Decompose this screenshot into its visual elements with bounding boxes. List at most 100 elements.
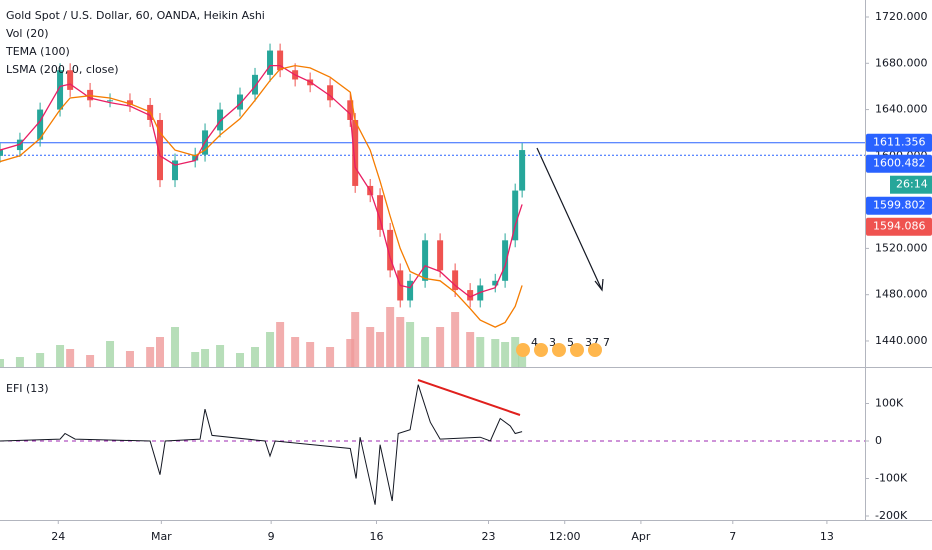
candle-body	[237, 94, 244, 110]
x-tick-label: Apr	[631, 530, 651, 543]
candle-body	[277, 50, 284, 71]
price-tag-label: 1599.802	[873, 199, 926, 212]
efi-line	[0, 384, 523, 505]
volume-bar	[36, 353, 45, 367]
legend-entry: LSMA (200, 0, close)	[6, 63, 119, 76]
candle-body	[492, 280, 499, 286]
y-tick-label: 1440.000	[875, 334, 928, 347]
candle-body	[267, 50, 274, 75]
event-label: 4	[531, 336, 538, 349]
candle-body	[512, 190, 519, 241]
candle-body	[437, 240, 444, 271]
volume-bar	[366, 327, 375, 367]
volume-bar	[376, 332, 385, 367]
x-tick-label: 7	[729, 530, 736, 543]
price-tag-label: 1611.356	[873, 136, 926, 149]
volume-bar	[436, 327, 445, 367]
candle-body	[347, 100, 354, 120]
volume-bar	[106, 341, 115, 367]
event-icon	[588, 343, 602, 357]
volume-bar	[466, 332, 475, 367]
candle-body	[407, 280, 414, 301]
candle-body	[452, 270, 459, 291]
volume-bar	[125, 351, 134, 367]
y-tick-label: 1680.000	[875, 56, 928, 69]
volume-bar	[171, 327, 180, 367]
indicator-line	[0, 64, 523, 298]
volume-bar	[216, 345, 225, 367]
volume-bar	[86, 355, 95, 367]
candle-body	[467, 290, 474, 301]
y-tick-label: 1640.000	[875, 103, 928, 116]
candle-body	[217, 109, 224, 131]
candle-body	[327, 85, 334, 101]
candle-body	[519, 150, 526, 191]
volume-bar	[291, 337, 300, 367]
x-tick-label: 23	[482, 530, 496, 543]
candle-body	[377, 195, 384, 230]
countdown-tag	[890, 175, 932, 194]
price-tag-label: 1594.086	[873, 220, 926, 233]
volume-bar	[306, 342, 315, 367]
volume-bar	[518, 347, 527, 367]
trend-line	[417, 379, 521, 416]
volume-bar	[386, 307, 395, 367]
volume-bar	[66, 349, 75, 367]
volume-bar	[501, 342, 510, 367]
y-tick-label: 0	[875, 434, 882, 447]
volume-bar	[421, 337, 430, 367]
candle-body	[107, 100, 114, 102]
volume-bar	[396, 317, 405, 367]
y-tick-label: 100K	[875, 396, 904, 409]
event-label: 5	[567, 336, 574, 349]
forecast-arrow	[536, 147, 602, 289]
price-tag	[866, 154, 932, 173]
volume-bar	[146, 347, 155, 367]
event-icon	[516, 343, 530, 357]
x-tick-label: 13	[820, 530, 834, 543]
volume-bar	[276, 322, 285, 367]
legend-entry: Vol (20)	[6, 27, 49, 40]
event-label: 7	[603, 336, 610, 349]
event-icon	[534, 343, 548, 357]
candle-body	[422, 240, 429, 281]
candle-body	[67, 70, 74, 90]
volume-bar	[451, 312, 460, 367]
volume-bar	[266, 332, 275, 367]
x-tick-label: 24	[51, 530, 65, 543]
x-tick-label: 9	[268, 530, 275, 543]
pane-title: EFI (13)	[6, 382, 49, 395]
price-tag	[866, 196, 932, 215]
volume-bar	[0, 359, 4, 367]
candle-body	[172, 160, 179, 181]
candle-body	[57, 70, 64, 110]
x-tick-label: Mar	[151, 530, 172, 543]
volume-bar	[156, 337, 165, 367]
price-tag	[866, 133, 932, 152]
arrow-head	[594, 278, 604, 292]
indicator-line	[0, 64, 523, 328]
volume-bar	[491, 339, 500, 367]
event-icon	[570, 343, 584, 357]
volume-bar	[351, 312, 360, 367]
volume-bar	[326, 347, 335, 367]
event-icon	[552, 343, 566, 357]
y-tick-label: 1520.000	[875, 241, 928, 254]
volume-bar	[191, 352, 200, 367]
candle-body	[157, 119, 164, 181]
y-tick-label: -200K	[875, 509, 908, 522]
candle-body	[352, 119, 359, 186]
volume-bar	[406, 322, 415, 367]
candle-body	[37, 109, 44, 140]
volume-bar	[511, 337, 520, 367]
candle-body	[192, 154, 199, 161]
countdown: 26:14	[896, 178, 928, 191]
volume-bar	[251, 347, 260, 367]
volume-bar	[56, 345, 65, 367]
volume-bar	[346, 339, 355, 367]
price-tag-label: 1600.482	[873, 157, 926, 170]
x-tick-label: 12:00	[549, 530, 581, 543]
candle-body	[0, 150, 3, 156]
